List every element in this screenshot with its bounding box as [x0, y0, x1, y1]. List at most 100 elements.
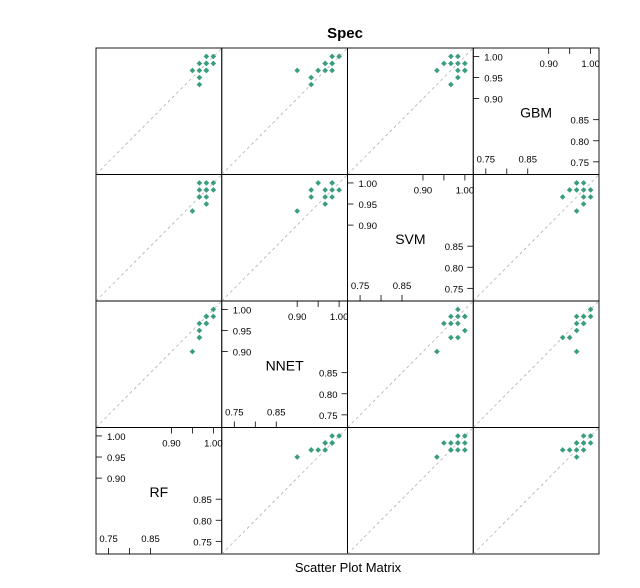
data-point	[573, 187, 580, 193]
panel-3-0: RF 0.90 0.90 0.95 1.00 1.00 0.75 0.75 0.80 0.85 0.…	[95, 427, 223, 555]
data-point	[322, 194, 328, 200]
tick-label: 0.75	[445, 284, 464, 295]
tick-label: 0.80	[193, 516, 212, 527]
data-point	[203, 313, 210, 320]
panel-1-0	[95, 174, 223, 302]
data-point	[573, 454, 580, 460]
data-point	[308, 81, 314, 88]
identity-line	[95, 300, 223, 428]
data-point	[322, 187, 328, 193]
data-point	[455, 53, 461, 60]
data-point	[210, 180, 217, 186]
data-point	[329, 194, 335, 200]
data-point	[196, 320, 203, 327]
data-point	[580, 440, 587, 446]
data-point	[329, 433, 335, 439]
tick-label: 0.90	[414, 186, 433, 197]
identity-line	[221, 174, 348, 302]
data-point	[196, 334, 203, 341]
tick-label: 0.85	[267, 408, 286, 419]
tick-label: 0.75	[571, 158, 590, 169]
tick-label: 0.95	[484, 74, 503, 85]
data-point	[322, 201, 328, 207]
panel-0-3: GBM 0.90 0.90 0.95 1.00 1.00 0.75 0.75 0.80 0.85 0…	[472, 47, 600, 175]
data-point	[455, 334, 461, 341]
data-point	[566, 187, 573, 193]
data-point	[462, 440, 468, 446]
data-point	[315, 180, 321, 186]
data-point	[441, 320, 447, 327]
data-point	[455, 320, 461, 327]
tick-label: 0.85	[571, 116, 590, 127]
data-point	[462, 433, 468, 439]
panel-2-0	[95, 300, 223, 428]
data-point	[441, 60, 447, 67]
data-point	[448, 313, 454, 320]
data-point	[308, 187, 314, 193]
tick-label: 1.00	[330, 312, 349, 323]
data-point	[559, 447, 566, 453]
variable-label: NNET	[266, 358, 305, 374]
data-point	[580, 447, 587, 453]
tick-label: 0.95	[233, 327, 252, 338]
data-point	[329, 53, 335, 60]
tick-label: 1.00	[107, 432, 126, 443]
identity-line	[472, 300, 600, 428]
data-point	[196, 327, 203, 334]
data-point	[196, 180, 203, 186]
data-point	[322, 447, 328, 453]
data-point	[308, 447, 314, 453]
tick-label: 0.85	[518, 155, 537, 166]
variable-label: GBM	[520, 105, 552, 121]
x-axis-label: Scatter Plot Matrix	[295, 560, 402, 575]
data-point	[587, 313, 594, 320]
data-point	[573, 440, 580, 446]
data-point	[434, 454, 440, 460]
data-point	[329, 180, 335, 186]
tick-label: 0.75	[99, 534, 118, 545]
tick-label: 0.95	[359, 200, 378, 211]
data-point	[210, 313, 217, 320]
data-point	[441, 440, 447, 446]
data-point	[196, 81, 203, 88]
data-point	[455, 433, 461, 439]
tick-label: 1.00	[233, 305, 252, 316]
data-point	[308, 74, 314, 81]
data-point	[210, 306, 217, 313]
chart-title: Spec	[327, 25, 363, 42]
panel-border	[472, 427, 600, 555]
variable-label: RF	[150, 484, 169, 500]
data-point	[434, 348, 440, 355]
data-point	[587, 194, 594, 200]
data-point	[448, 334, 454, 341]
tick-label: 0.85	[141, 534, 160, 545]
panel-1-1	[221, 174, 348, 302]
data-point	[580, 433, 587, 439]
panel-0-0	[95, 47, 223, 175]
identity-line	[347, 300, 474, 428]
tick-label: 1.00	[581, 59, 600, 70]
panel-0-1	[221, 47, 348, 175]
data-point	[203, 60, 210, 67]
data-point	[336, 433, 342, 439]
identity-line	[221, 47, 348, 175]
data-point	[573, 313, 580, 320]
tick-label: 0.85	[193, 495, 212, 506]
data-point	[329, 187, 335, 193]
data-point	[455, 306, 461, 313]
identity-line	[95, 174, 223, 302]
data-point	[462, 327, 468, 334]
data-point	[580, 187, 587, 193]
data-point	[203, 53, 210, 60]
data-point	[210, 187, 217, 193]
data-point	[559, 194, 566, 200]
tick-label: 0.85	[319, 369, 338, 380]
tick-label: 0.80	[571, 137, 590, 148]
data-point	[322, 67, 328, 74]
data-point	[448, 60, 454, 67]
panel-3-3	[472, 427, 600, 555]
identity-line	[95, 47, 223, 175]
data-point	[329, 440, 335, 446]
data-point	[573, 348, 580, 355]
data-point	[315, 67, 321, 74]
